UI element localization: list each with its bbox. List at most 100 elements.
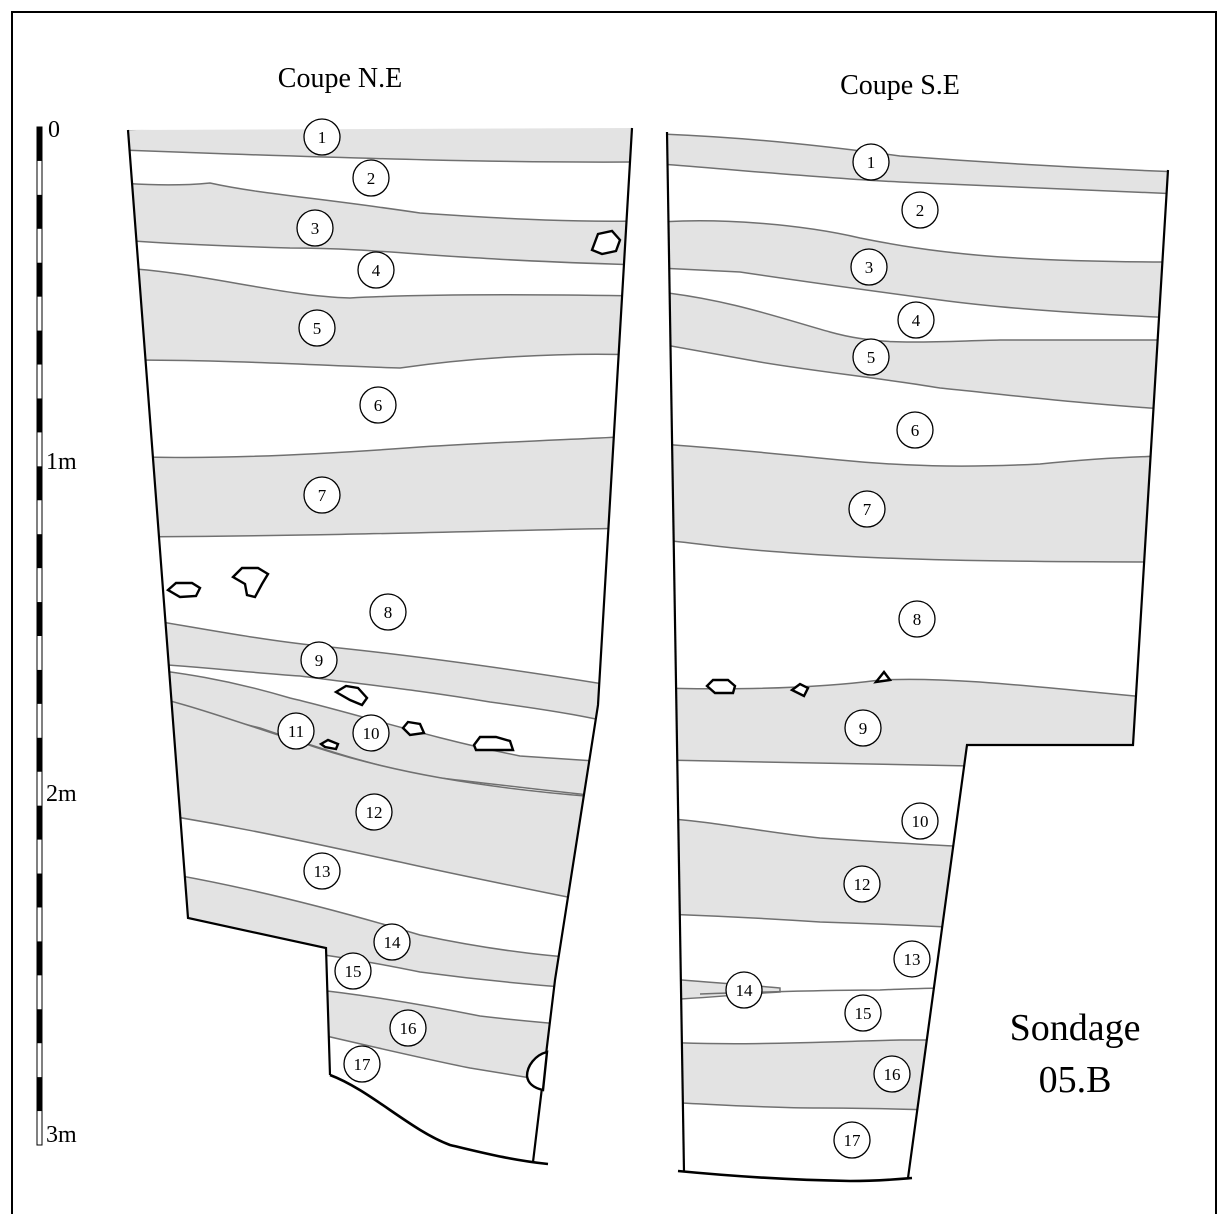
ne-stone (231, 566, 270, 599)
layer-label-text: 14 (736, 981, 754, 1000)
ne-stone (401, 720, 426, 737)
layer-label-circle (843, 865, 881, 903)
layer-label-text: 16 (400, 1019, 417, 1038)
layer-label-text: 1 (867, 153, 876, 172)
layer-label-circle (873, 1055, 911, 1093)
layer-label-text: 16 (884, 1065, 901, 1084)
scale-label-0: 0 (48, 117, 60, 143)
layer-label-circle (300, 641, 338, 679)
se-stone (789, 682, 810, 698)
layer-label-text: 6 (374, 396, 383, 415)
ne-section-title: Coupe N.E (278, 63, 402, 94)
scale-bar-segment (37, 466, 42, 501)
se-section-title: Coupe S.E (840, 70, 960, 101)
layer-label-text: 3 (311, 219, 320, 238)
layer-label-text: 15 (855, 1004, 872, 1023)
ne-layer-5-band (128, 267, 632, 369)
ne-layer-1-band (128, 128, 632, 163)
scale-bar-segment (37, 873, 42, 908)
layer-label-text: 3 (865, 258, 874, 277)
se-layer-7-band (667, 443, 1168, 563)
layer-label-text: 8 (913, 610, 922, 629)
layer-label-text: 13 (314, 862, 331, 881)
layer-label-circle (352, 714, 390, 752)
layer-label-text: 10 (912, 812, 929, 831)
se-layer-5-band (667, 291, 1168, 411)
layer-label-circle (896, 411, 934, 449)
ne-section-outline-right (531, 127, 634, 1163)
layer-label-circle (296, 209, 334, 247)
layer-label-text: 1 (318, 128, 327, 147)
scale-bar-segment (37, 1077, 42, 1112)
scale-label-2m: 2m (46, 781, 77, 807)
layer-label-circle (343, 1045, 381, 1083)
layer-label-circle (844, 994, 882, 1032)
layer-label-circle (852, 338, 890, 376)
layer-label-circle (725, 971, 763, 1009)
layer-label-circle (901, 191, 939, 229)
layer-label-circle (359, 386, 397, 424)
se-layer-3-band (667, 220, 1168, 319)
layer-label-text: 8 (384, 603, 393, 622)
layer-label-text: 13 (904, 950, 921, 969)
layer-label-circle (833, 1121, 871, 1159)
scale-bar-segment (37, 941, 42, 976)
se-section-outline-right (906, 169, 1170, 1179)
layer-label-circle (334, 952, 372, 990)
layer-label-circle (848, 490, 886, 528)
se-section-outline (665, 131, 686, 1173)
scale-bar: 0 1m 2m 3m (36, 117, 77, 1148)
layer-label-text: 12 (366, 803, 383, 822)
layer-label-circle (357, 251, 395, 289)
layer-label-text: 4 (912, 311, 921, 330)
layer-label-circle (352, 159, 390, 197)
layer-label-text: 15 (345, 962, 362, 981)
se-layer-9-band (667, 678, 1168, 771)
scale-bar-segment (37, 737, 42, 772)
scale-bar-segment (37, 330, 42, 365)
scale-bar-segment (37, 398, 42, 433)
se-layer-1-band (667, 133, 1168, 195)
layer-label-circle (897, 301, 935, 339)
layer-label-circle (369, 593, 407, 631)
layer-label-text: 12 (854, 875, 871, 894)
ne-stone (165, 581, 202, 599)
ne-stone (472, 735, 515, 752)
layer-label-circle (298, 309, 336, 347)
layer-label-circle (303, 118, 341, 156)
layer-label-circle (901, 802, 939, 840)
caption-line-2: 05.B (1039, 1059, 1112, 1101)
caption-line-1: Sondage (1010, 1007, 1141, 1049)
scale-bar-segment (37, 602, 42, 636)
layer-label-text: 5 (313, 319, 322, 338)
scale-bar-segment (37, 262, 42, 297)
layer-label-circle (850, 248, 888, 286)
ne-layer-16-band (299, 987, 632, 1097)
layer-label-text: 9 (859, 719, 868, 738)
ne-layer-3-band (128, 182, 632, 266)
ne-section-base (329, 1073, 549, 1166)
layer-label-text: 6 (911, 421, 920, 440)
layer-label-text: 7 (318, 486, 327, 505)
layer-label-circle (373, 923, 411, 961)
se-stone (873, 670, 893, 684)
layer-label-text: 17 (354, 1055, 372, 1074)
scale-bar-segment (37, 1009, 42, 1044)
ne-section-outline (126, 129, 332, 1076)
layer-label-text: 10 (363, 724, 380, 743)
layer-label-circle (277, 712, 315, 750)
se-layer-16-band (667, 1039, 1001, 1113)
se-stone (705, 678, 737, 695)
layer-label-circle (389, 1009, 427, 1047)
layer-label-text: 17 (844, 1131, 862, 1150)
layer-label-text: 2 (916, 201, 925, 220)
scale-bar-segment (37, 805, 42, 840)
layer-label-text: 14 (384, 933, 402, 952)
scale-label-1m: 1m (46, 449, 77, 475)
scale-bar-segment (37, 669, 42, 704)
ne-stone (333, 684, 369, 707)
